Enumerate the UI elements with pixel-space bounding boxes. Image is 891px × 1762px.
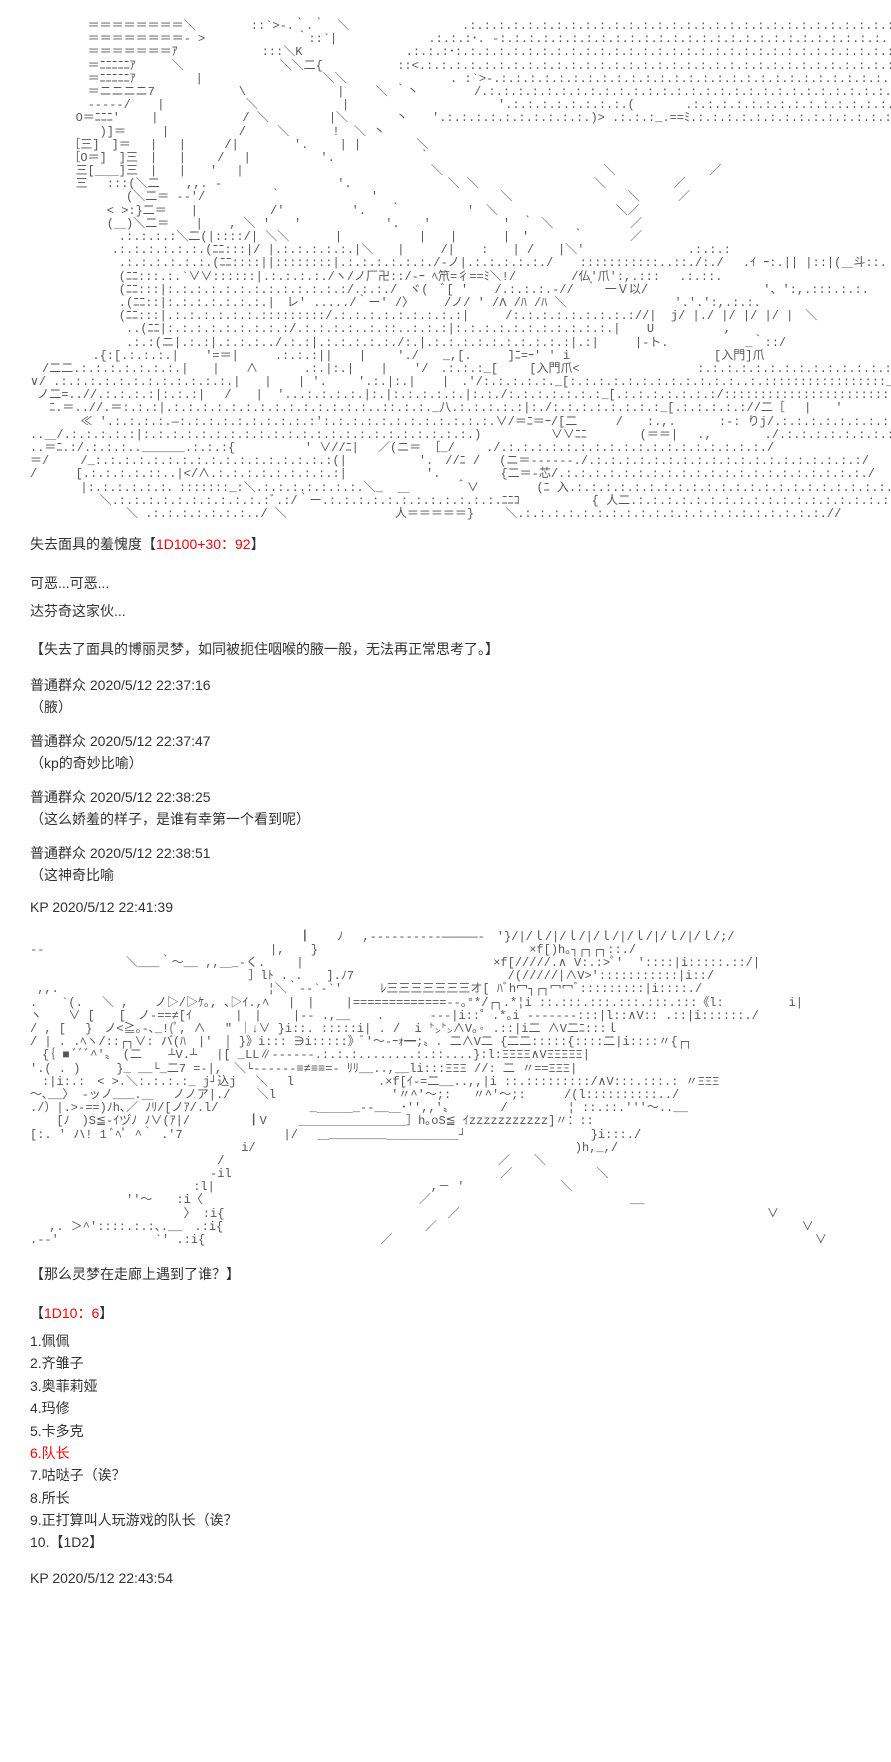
comment-1-text: （腋） [30,697,861,717]
option-4: 4.玛修 [30,1397,861,1419]
roll-2-value: 1D10：6 [44,1305,99,1321]
option-10: 10.【1D2】 [30,1531,861,1553]
shame-label: 失去面具的羞愧度【 [30,536,156,552]
option-8: 8.所长 [30,1487,861,1509]
shame-roll-line: 失去面具的羞愧度【1D100+30：92】 [30,533,861,555]
comment-3-text: （这么娇羞的样子，是谁有幸第一个看到呢） [30,809,861,829]
hate-line-2: 达芬奇这家伙... [30,600,861,622]
narration-2: 【那么灵梦在走廊上遇到了谁？】 [30,1263,861,1285]
comment-4-author: 普通群众 2020/5/12 22:38:51 [30,843,861,863]
roll-2-close: 】 [99,1305,113,1321]
comment-1-author: 普通群众 2020/5/12 22:37:16 [30,675,861,695]
comment-2-author: 普通群众 2020/5/12 22:37:47 [30,731,861,751]
option-9: 9.正打算叫人玩游戏的队长（诶？ [30,1509,861,1531]
roll-2-line: 【1D10：6】 [30,1302,861,1324]
comment-4-text: （这神奇比喻 [30,865,861,885]
hate-line-1: 可恶...可恶... [30,572,861,594]
option-3: 3.奥菲莉娅 [30,1375,861,1397]
kp-2-author: KP 2020/5/12 22:43:54 [30,1570,861,1586]
option-7: 7.咕哒子（诶？ [30,1464,861,1486]
ascii-art-2: ┃ ﾉ ,----------―――――- '}/|/ｌ/|/ｌ/|/ｌ/|/ｌ… [30,931,861,1248]
comment-3-author: 普通群众 2020/5/12 22:38:25 [30,787,861,807]
shame-roll-value: 1D100+30：92 [156,536,251,552]
option-5: 5.卡多克 [30,1420,861,1442]
narration-1: 【失去了面具的博丽灵梦，如同被扼住咽喉的腋一般，无法再正常思考了。】 [30,638,861,660]
roll-2-open: 【 [30,1305,44,1321]
kp-1-author: KP 2020/5/12 22:41:39 [30,899,861,915]
shame-close: 】 [251,536,265,552]
option-1: 1.佩佩 [30,1330,861,1352]
comment-2-text: （kp的奇妙比喻） [30,753,861,773]
option-2: 2.齐雏子 [30,1352,861,1374]
ascii-art-1: ＝＝＝＝＝＝＝＝＼ ::`>-.｀.｀ ＼ .:.:.:.:.:.:.:.:.:… [30,20,861,521]
option-6: 6.队长 [30,1442,861,1464]
